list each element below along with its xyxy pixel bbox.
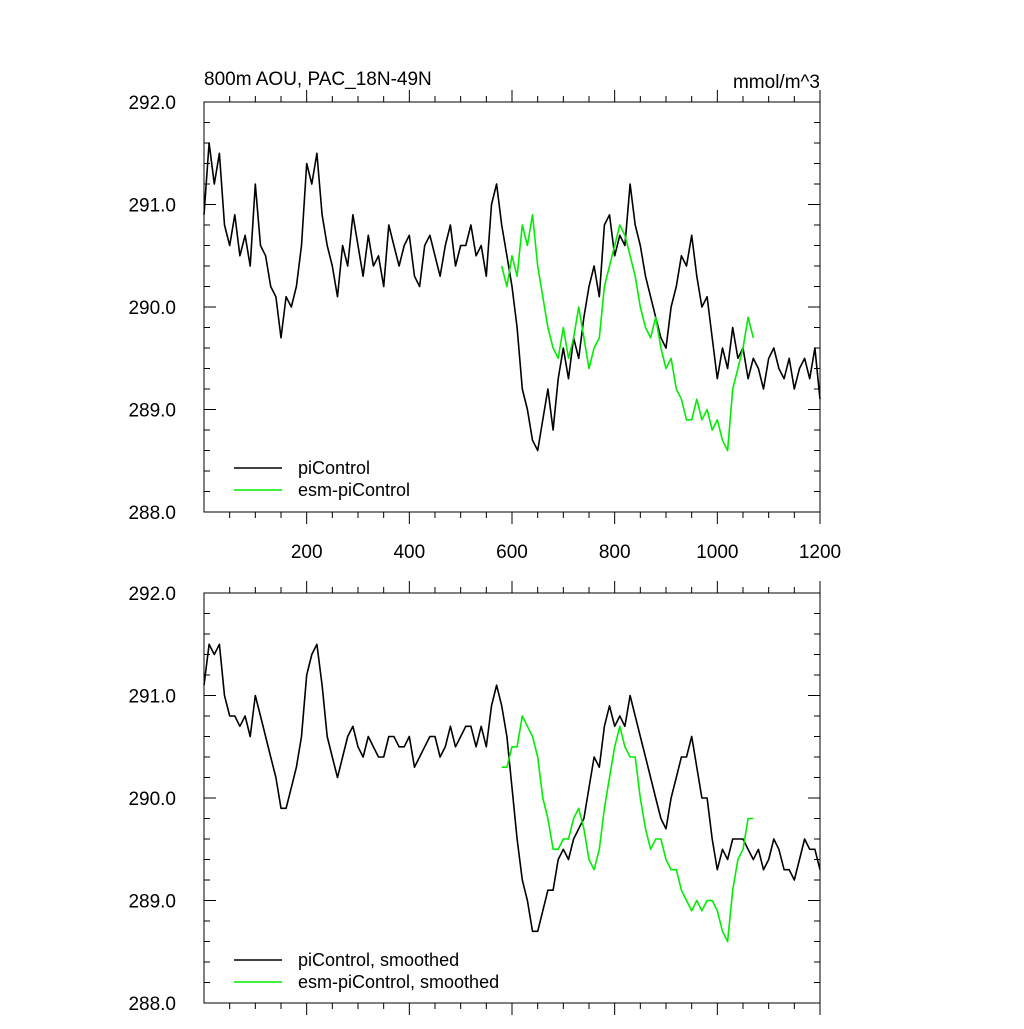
y-tick-label: 289.0 bbox=[128, 401, 176, 422]
y-tick-label: 288.0 bbox=[128, 503, 176, 524]
series-line-esm-picontrol bbox=[501, 715, 754, 943]
top-legend: piControl esm-piControl bbox=[234, 458, 410, 500]
panel-top: 800m AOU, PAC_18N-49N mmol/m^3 288.0 289.… bbox=[128, 69, 841, 563]
y-tick-label: 290.0 bbox=[128, 789, 176, 810]
x-tick-label: 600 bbox=[496, 542, 528, 563]
x-tick-label: 200 bbox=[291, 542, 323, 563]
y-tick-label: 288.0 bbox=[128, 994, 176, 1015]
bottom-legend: piControl, smoothed esm-piControl, smoot… bbox=[234, 950, 499, 992]
legend-label-picontrol-smoothed: piControl, smoothed bbox=[298, 950, 459, 970]
bottom-lines bbox=[203, 643, 821, 943]
top-lines bbox=[203, 142, 821, 452]
x-tick-label: 400 bbox=[393, 542, 425, 563]
x-tick-label: 800 bbox=[599, 542, 631, 563]
y-tick-label: 290.0 bbox=[128, 298, 176, 319]
top-title: 800m AOU, PAC_18N-49N bbox=[204, 69, 432, 90]
y-tick-label: 292.0 bbox=[128, 584, 176, 605]
y-tick-label: 289.0 bbox=[128, 892, 176, 913]
series-line-picontrol bbox=[203, 643, 821, 933]
y-tick-label: 292.0 bbox=[128, 93, 176, 114]
legend-label-esm-picontrol: esm-piControl bbox=[298, 480, 410, 500]
top-units: mmol/m^3 bbox=[733, 72, 820, 93]
bottom-axes: 288.0 289.0 290.0 291.0 292.0 bbox=[128, 581, 821, 1015]
legend-label-esm-picontrol-smoothed: esm-piControl, smoothed bbox=[298, 972, 499, 992]
series-line-esm-picontrol bbox=[500, 214, 755, 452]
y-tick-label: 291.0 bbox=[128, 687, 176, 708]
y-tick-label: 291.0 bbox=[128, 196, 176, 217]
series-line-picontrol bbox=[203, 142, 821, 452]
x-tick-label: 1000 bbox=[696, 542, 738, 563]
legend-label-picontrol: piControl bbox=[298, 458, 370, 478]
top-axes: 288.0 289.0 290.0 291.0 292.0 200 400 600 800 100… bbox=[128, 90, 841, 563]
x-tick-label: 1200 bbox=[799, 542, 841, 563]
panel-bottom: 288.0 289.0 290.0 291.0 292.0 piControl, smo… bbox=[128, 581, 821, 1015]
